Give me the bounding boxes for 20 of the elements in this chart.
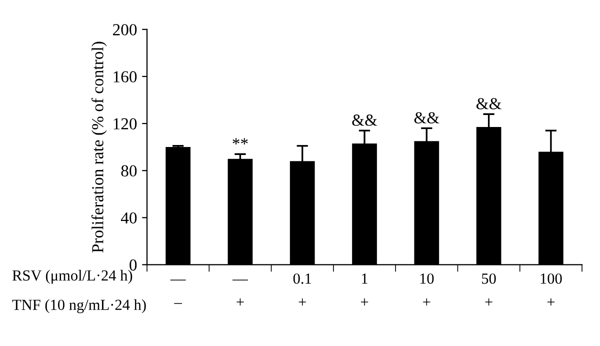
y-tick-label: 0 <box>130 259 137 271</box>
y-tick-label: 120 <box>114 118 137 130</box>
y-tick-label: 200 <box>113 24 137 36</box>
text: RSV (μmol/L·24 h) <box>12 270 132 284</box>
annotation: && <box>476 98 502 110</box>
x-tick-label: 10 + <box>420 273 434 306</box>
x-tick-label: 50 + <box>482 273 496 306</box>
category-label: — – <box>170 280 186 304</box>
y-tick-label: 160 <box>114 71 137 82</box>
y-tick-label: 80 <box>121 165 137 177</box>
text: TNF (10 ng/mL·24 h) <box>12 299 146 314</box>
y-axis-title: Proliferation rate (% of control) <box>91 42 107 253</box>
x-tick-label: 0.1 + <box>293 273 311 306</box>
x-tick-label: 100 + <box>540 273 562 306</box>
annotation: && <box>414 112 440 124</box>
annotation: && <box>352 114 378 126</box>
annotation: ** <box>232 138 248 144</box>
x-tick-label: — + <box>232 280 248 306</box>
y-tick-label: 40 <box>120 212 137 224</box>
x-tick-label: 1 + <box>360 274 368 306</box>
